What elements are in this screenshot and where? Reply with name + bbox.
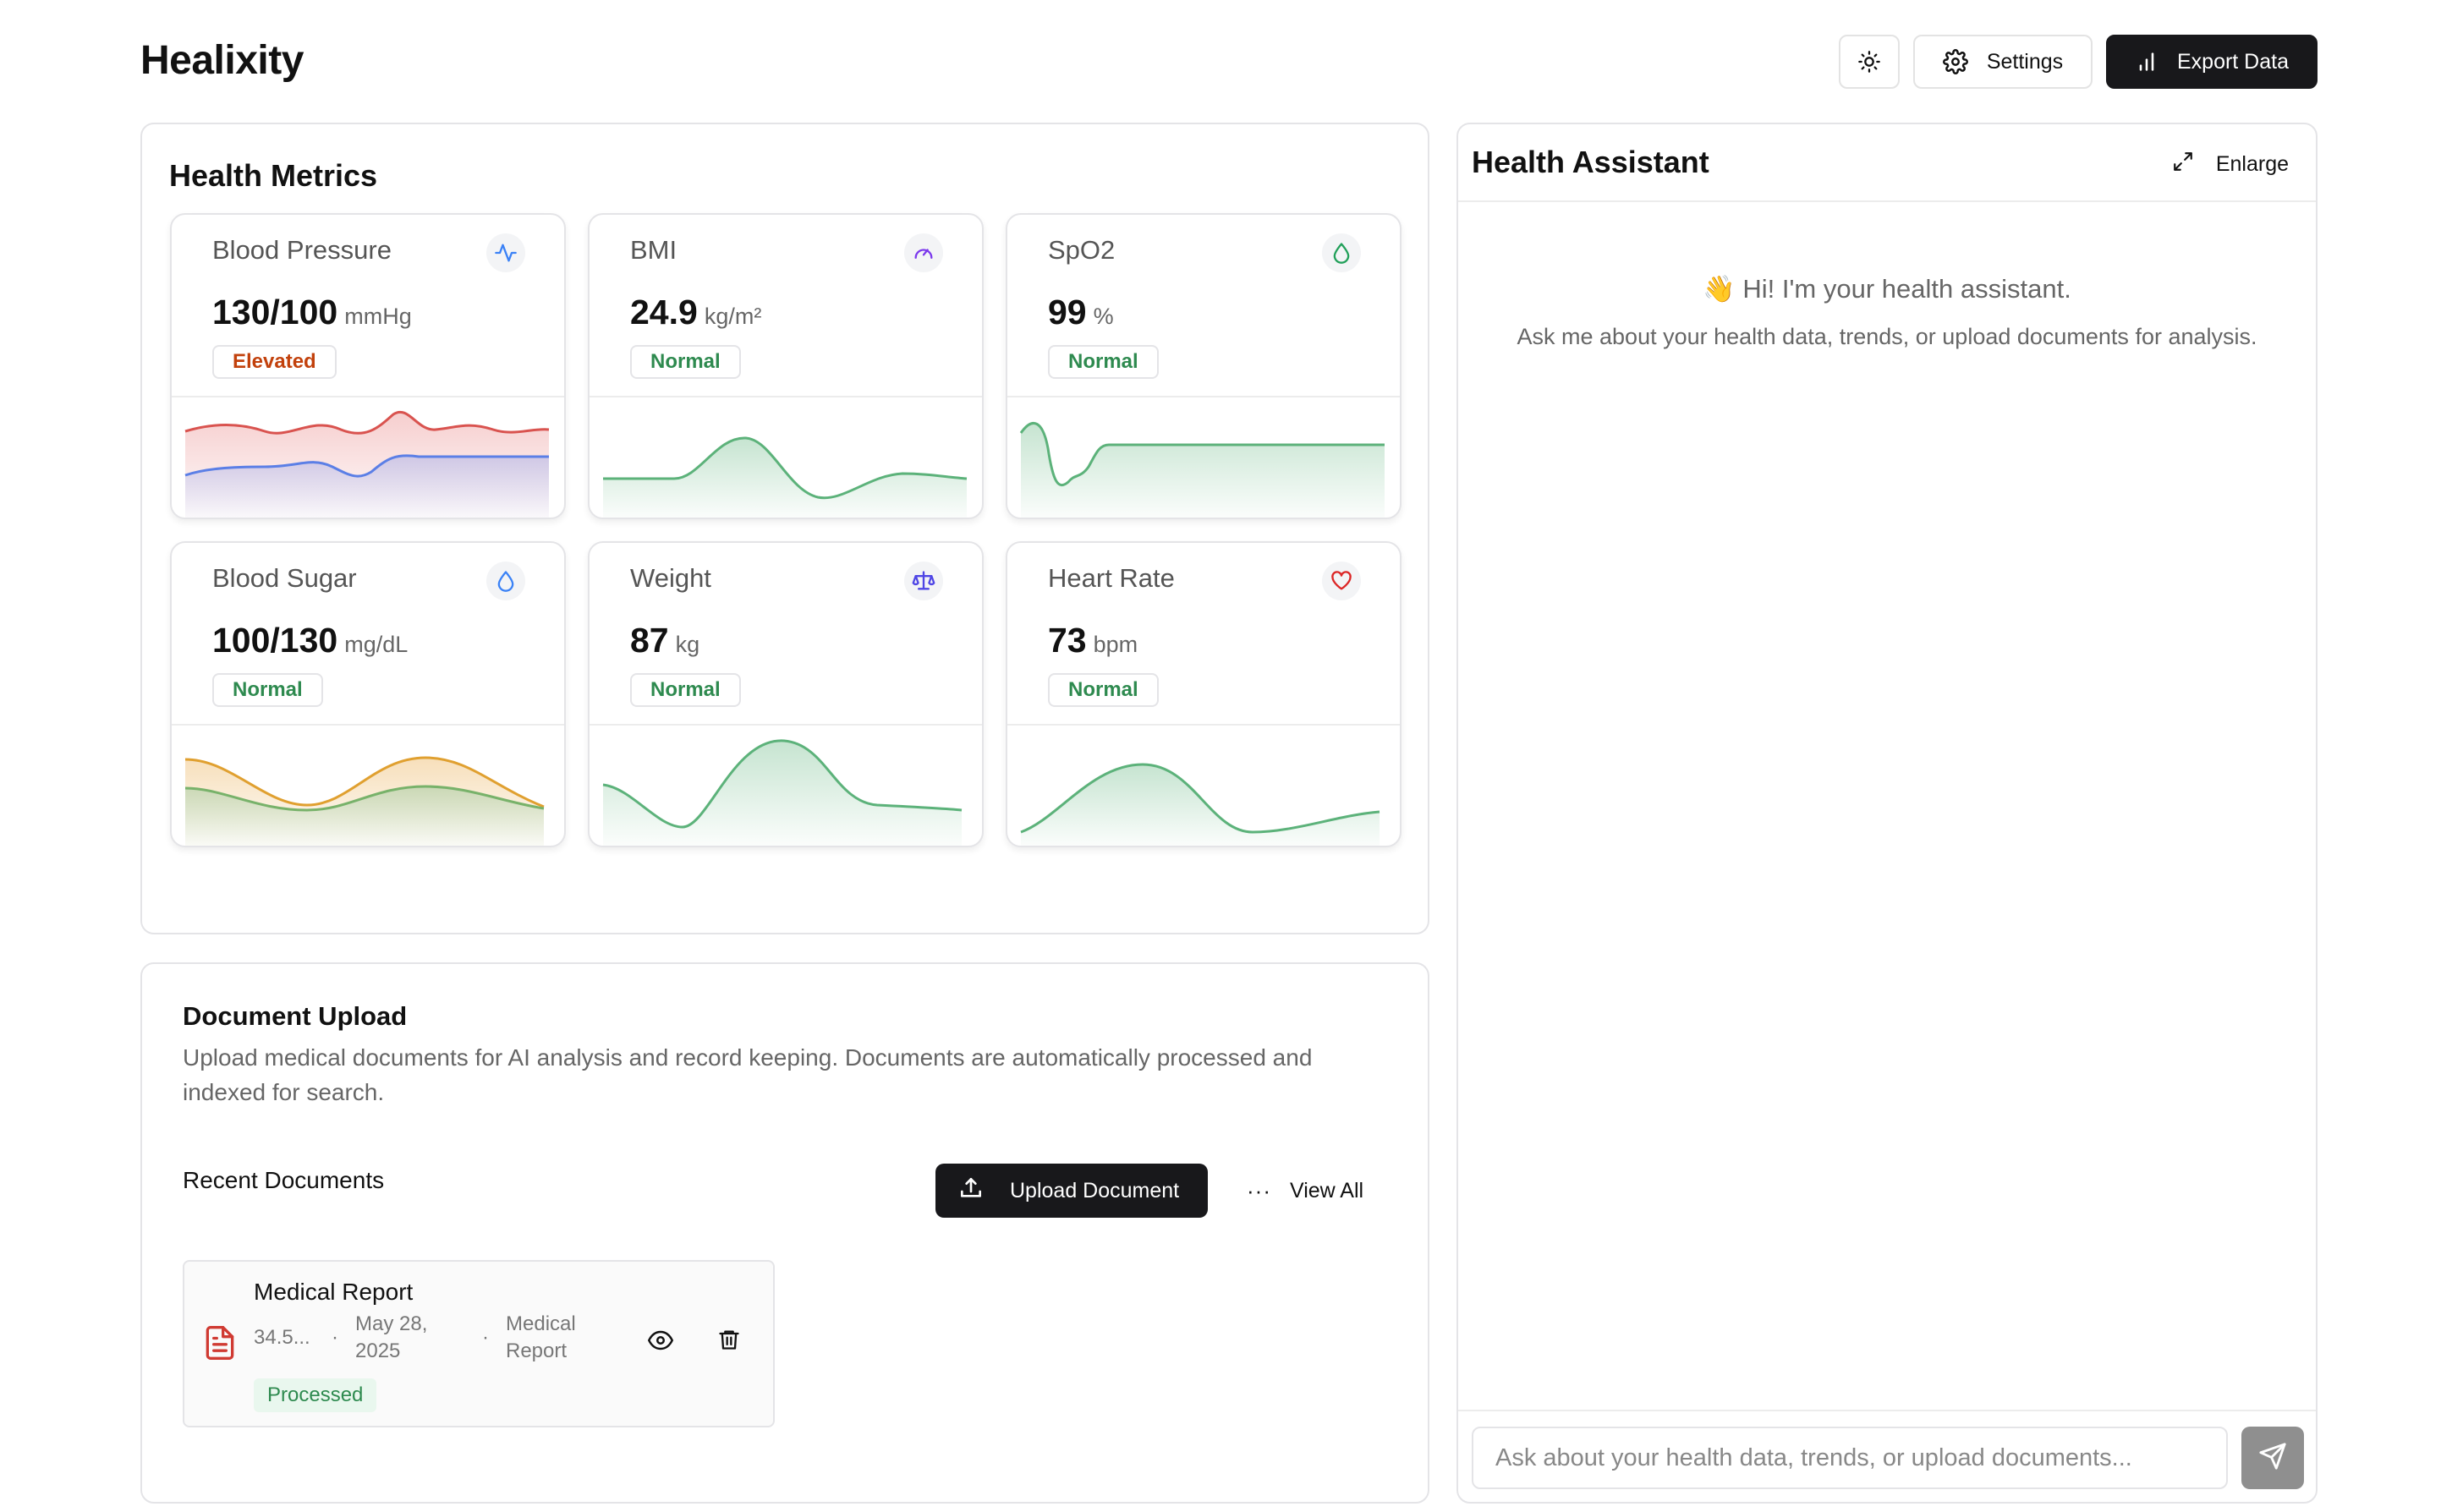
card-divider	[172, 724, 564, 726]
metric-name: Blood Pressure	[212, 235, 392, 265]
metric-name: Blood Sugar	[212, 563, 357, 593]
status-badge: Normal	[1048, 345, 1159, 379]
metric-card-bmi[interactable]: BMI 24.9 kg/m² Normal	[588, 213, 984, 519]
upload-document-button[interactable]: Upload Document	[935, 1164, 1208, 1218]
metric-value: 73	[1048, 621, 1087, 660]
card-divider	[590, 396, 982, 397]
chat-input[interactable]: Ask about your health data, trends, or u…	[1472, 1427, 2228, 1489]
meta-separator: ·	[482, 1326, 489, 1349]
bar-chart-icon	[2135, 50, 2159, 74]
blood-pressure-sparkline	[184, 411, 550, 518]
metric-card-spo2[interactable]: SpO2 99% Normal	[1006, 213, 1402, 519]
document-type-line2: Report	[506, 1339, 568, 1362]
app-title: Healixity	[140, 38, 304, 83]
heart-rate-sparkline	[1020, 763, 1380, 846]
metric-value: 130/100	[212, 293, 338, 331]
metric-unit: mg/dL	[344, 632, 409, 657]
theme-toggle-button[interactable]	[1839, 35, 1900, 89]
metric-name: SpO2	[1048, 235, 1116, 265]
upload-icon	[957, 1175, 985, 1208]
input-divider	[1458, 1410, 2316, 1411]
settings-button[interactable]: Settings	[1913, 35, 2093, 89]
header-divider	[1458, 200, 2316, 202]
metric-card-weight[interactable]: Weight 87 kg Normal	[588, 541, 984, 847]
metric-unit: kg	[675, 632, 700, 657]
assistant-greeting: 👋 Hi! I'm your health assistant.	[1703, 274, 2071, 304]
document-type-line1: Medical	[506, 1312, 576, 1335]
metric-unit: mmHg	[344, 304, 412, 329]
card-divider	[1007, 396, 1400, 397]
heart-icon	[1322, 562, 1361, 600]
document-size: 34.5...	[254, 1326, 310, 1349]
gauge-icon	[904, 233, 943, 272]
document-upload-title: Document Upload	[183, 1001, 408, 1031]
metric-value: 24.9	[630, 293, 698, 331]
metric-unit: kg/m²	[704, 304, 762, 329]
health-assistant-panel: Health Assistant Enlarge 👋 Hi! I'm your …	[1456, 123, 2318, 1504]
send-button[interactable]	[2241, 1427, 2304, 1489]
eye-icon[interactable]	[648, 1328, 673, 1357]
health-metrics-title: Health Metrics	[169, 158, 378, 193]
metric-name: Heart Rate	[1048, 563, 1175, 593]
upload-document-label: Upload Document	[1010, 1178, 1180, 1202]
metric-card-blood-pressure[interactable]: Blood Pressure 130/100 mmHg Elevated	[170, 213, 566, 519]
enlarge-button[interactable]: Enlarge	[2172, 143, 2289, 185]
metric-card-blood-sugar[interactable]: Blood Sugar 100/130 mg/dL Normal	[170, 541, 566, 847]
status-badge: Normal	[1048, 673, 1159, 707]
meta-separator: ·	[332, 1326, 338, 1349]
metric-name: Weight	[630, 563, 711, 593]
status-badge: Normal	[630, 345, 741, 379]
more-horizontal-icon: ···	[1247, 1177, 1271, 1203]
metric-name: BMI	[630, 235, 677, 265]
health-assistant-title: Health Assistant	[1472, 145, 1709, 179]
export-data-button[interactable]: Export Data	[2106, 35, 2318, 89]
processed-badge: Processed	[254, 1378, 377, 1412]
status-badge: Normal	[212, 673, 323, 707]
health-metrics-panel: Health Metrics Blood Pressure 130/100 mmH…	[140, 123, 1429, 934]
metric-card-heart-rate[interactable]: Heart Rate 73 bpm Normal	[1006, 541, 1402, 847]
document-item[interactable]: Medical Report 34.5... · May 28, 2025 · …	[183, 1260, 775, 1427]
document-name: Medical Report	[254, 1279, 414, 1305]
weight-sparkline	[602, 739, 963, 846]
settings-label: Settings	[1986, 49, 2064, 74]
maximize-icon	[2172, 151, 2194, 178]
trash-icon[interactable]	[717, 1328, 741, 1356]
send-icon	[2258, 1442, 2287, 1475]
sun-icon	[1857, 50, 1881, 74]
activity-icon	[486, 233, 525, 272]
metric-value: 99	[1048, 293, 1087, 331]
export-label: Export Data	[2176, 49, 2289, 74]
card-divider	[590, 724, 982, 726]
recent-documents-label: Recent Documents	[183, 1167, 385, 1193]
card-divider	[172, 396, 564, 397]
droplet-icon	[1322, 233, 1361, 272]
droplet-icon	[486, 562, 525, 600]
spo2-sparkline	[1019, 422, 1385, 518]
document-date-line2: 2025	[355, 1339, 401, 1362]
document-type: Medical Report	[506, 1311, 576, 1365]
scale-icon	[904, 562, 943, 600]
card-divider	[1007, 724, 1400, 726]
document-date: May 28, 2025	[355, 1311, 427, 1365]
file-text-icon	[201, 1323, 239, 1367]
status-badge: Normal	[630, 673, 741, 707]
metric-unit: bpm	[1093, 632, 1138, 657]
metric-value: 87	[630, 621, 669, 660]
view-all-button[interactable]: ··· View All	[1247, 1164, 1363, 1218]
metric-unit: %	[1093, 304, 1114, 329]
blood-sugar-sparkline	[184, 756, 545, 846]
document-upload-description: Upload medical documents for AI analysis…	[183, 1044, 1313, 1105]
document-upload-panel: Document Upload Upload medical documents…	[140, 962, 1429, 1504]
enlarge-label: Enlarge	[2215, 151, 2289, 176]
status-badge: Elevated	[212, 345, 337, 379]
gear-icon	[1942, 49, 1968, 74]
view-all-label: View All	[1289, 1178, 1364, 1202]
assistant-subtitle: Ask me about your health data, trends, o…	[1517, 324, 2257, 349]
bmi-sparkline	[603, 436, 968, 518]
document-date-line1: May 28,	[355, 1312, 428, 1335]
metric-value: 100/130	[212, 621, 338, 660]
